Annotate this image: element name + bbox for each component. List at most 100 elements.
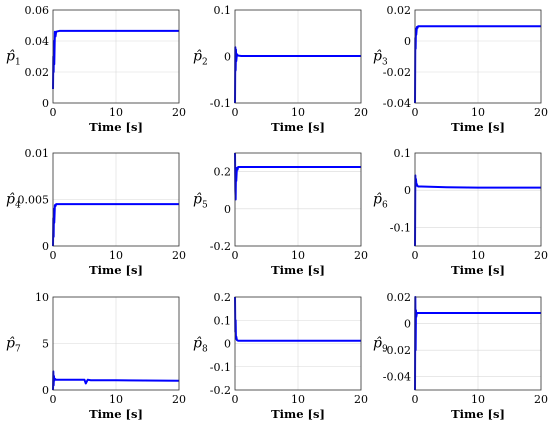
series-line <box>52 29 179 90</box>
y-axis-label-symbol: p̂ <box>6 192 15 208</box>
series-line <box>52 203 179 247</box>
y-tick-label: 0 <box>404 35 411 48</box>
y-tick-label: 0.1 <box>214 314 232 327</box>
y-axis-label-subscript: 6 <box>382 201 388 211</box>
y-tick-label: 0 <box>42 240 49 253</box>
y-tick-label: 0.1 <box>214 4 232 17</box>
y-axis-label-symbol: p̂ <box>373 192 382 208</box>
y-axis-label-subscript: 8 <box>202 345 208 355</box>
x-tick-label: 20 <box>534 393 548 406</box>
y-axis-label: p̂8 <box>193 336 208 355</box>
x-tick-label: 20 <box>354 249 368 262</box>
y-axis-label: p̂1 <box>6 49 21 68</box>
y-axis-label-subscript: 7 <box>15 345 21 355</box>
y-axis-label: p̂4 <box>6 192 21 211</box>
y-tick-label: -0.02 <box>383 344 411 357</box>
y-axis-label-subscript: 2 <box>202 58 208 68</box>
x-tick-label: 0 <box>50 249 57 262</box>
x-axis-label: Time [s] <box>271 407 325 421</box>
x-tick-label: 20 <box>354 393 368 406</box>
x-axis-label: Time [s] <box>89 263 143 277</box>
x-tick-label: 0 <box>232 249 239 262</box>
y-axis-label-subscript: 3 <box>382 58 388 68</box>
x-tick-label: 0 <box>232 393 239 406</box>
y-axis-label: p̂6 <box>373 192 388 211</box>
y-axis-label-symbol: p̂ <box>6 336 15 352</box>
x-tick-label: 10 <box>109 249 123 262</box>
y-tick-label: 0 <box>224 203 231 216</box>
x-tick-label: 10 <box>109 393 123 406</box>
y-tick-label: -0.04 <box>383 97 411 110</box>
y-tick-label: -0.02 <box>383 66 411 79</box>
subplot-3: 0 10 20 -0.04 -0.02 0 0.02 Time [s] p̂3 <box>373 4 548 134</box>
series-line <box>234 152 361 201</box>
x-axis-label: Time [s] <box>89 120 143 134</box>
y-tick-label: 0.06 <box>25 4 50 17</box>
y-axis-label: p̂2 <box>193 49 208 68</box>
y-axis-label-symbol: p̂ <box>373 336 382 352</box>
x-tick-label: 0 <box>412 393 419 406</box>
x-tick-label: 20 <box>172 393 186 406</box>
y-tick-label: 5 <box>42 338 49 351</box>
y-axis-label-subscript: 1 <box>15 58 21 68</box>
series-line <box>414 25 541 104</box>
x-axis-label: Time [s] <box>451 120 505 134</box>
x-axis-label: Time [s] <box>271 263 325 277</box>
y-axis-label: p̂3 <box>373 49 388 68</box>
y-tick-label: 0.02 <box>387 4 412 17</box>
y-tick-label: 0.2 <box>214 291 232 304</box>
y-axis-label: p̂7 <box>6 336 21 355</box>
y-axis-label-subscript: 9 <box>382 345 388 355</box>
y-tick-label: 0.02 <box>387 291 412 304</box>
x-axis-label: Time [s] <box>451 407 505 421</box>
y-axis-label-symbol: p̂ <box>193 336 202 352</box>
y-axis-label-subscript: 5 <box>202 201 208 211</box>
axes-box <box>52 152 180 247</box>
y-axis-label-symbol: p̂ <box>373 49 382 65</box>
x-tick-label: 10 <box>291 106 305 119</box>
y-tick-label: -0.2 <box>210 384 231 397</box>
y-tick-label: -0.1 <box>210 361 231 374</box>
y-tick-label: -0.1 <box>210 97 231 110</box>
x-tick-label: 10 <box>471 393 485 406</box>
y-axis-label: p̂5 <box>193 192 208 211</box>
subplot-1: 0 10 20 0 0.02 0.04 0.06 Time [s] p̂1 <box>6 4 186 134</box>
x-tick-label: 10 <box>291 393 305 406</box>
series-line <box>52 370 180 391</box>
subplot-8: 0 10 20 -0.2 -0.1 0 0.1 0.2 Time [s] p̂8 <box>193 291 368 421</box>
y-tick-label: 10 <box>35 291 49 304</box>
y-tick-label: 0 <box>404 184 411 197</box>
x-axis-label: Time [s] <box>271 120 325 134</box>
axes-box <box>234 296 362 391</box>
x-tick-label: 20 <box>534 106 548 119</box>
x-tick-label: 20 <box>172 106 186 119</box>
y-tick-label: 0.005 <box>18 194 50 207</box>
x-tick-label: 20 <box>534 249 548 262</box>
y-axis-label-symbol: p̂ <box>193 192 202 208</box>
y-tick-label: 0.04 <box>25 35 50 48</box>
x-tick-label: 0 <box>50 393 57 406</box>
subplot-4: 0 10 20 0 0.005 0.01 Time [s] p̂4 <box>6 147 186 277</box>
series-line <box>234 46 361 104</box>
y-tick-label: 0 <box>224 338 231 351</box>
y-tick-label: 0.01 <box>25 147 50 160</box>
y-axis-label-subscript: 4 <box>15 201 21 211</box>
x-tick-label: 0 <box>412 106 419 119</box>
y-tick-label: 0 <box>42 97 49 110</box>
y-tick-label: 0.2 <box>214 166 232 179</box>
x-tick-label: 10 <box>109 106 123 119</box>
x-tick-label: 10 <box>471 106 485 119</box>
y-tick-label: 0.1 <box>394 147 412 160</box>
x-tick-label: 0 <box>232 106 239 119</box>
series-line <box>234 296 361 342</box>
x-tick-label: 20 <box>354 106 368 119</box>
y-tick-label: 0 <box>224 51 231 64</box>
axes-box <box>234 152 362 247</box>
x-tick-label: 0 <box>412 249 419 262</box>
axes-box <box>52 9 180 104</box>
subplot-9: 0 10 20 -0.04 -0.02 0 0.02 Time [s] p̂9 <box>373 291 548 421</box>
